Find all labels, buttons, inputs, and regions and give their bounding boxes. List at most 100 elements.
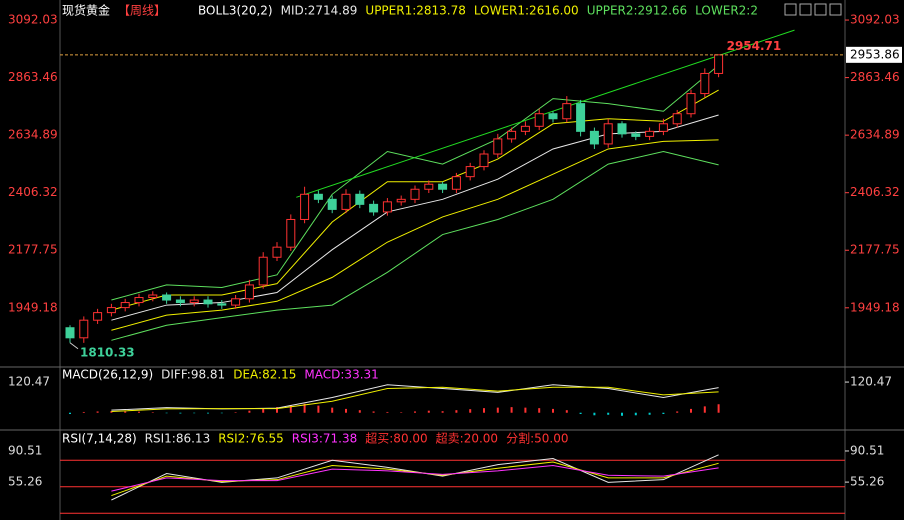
macd-bar	[579, 412, 582, 414]
legend-text: 现货黄金	[62, 3, 110, 18]
macd-bar	[276, 407, 278, 413]
candle-body	[493, 138, 503, 155]
button[interactable]	[784, 3, 797, 16]
candle-body	[369, 203, 379, 213]
y-tick-label: 55.26	[8, 475, 42, 489]
macd-bar	[110, 411, 113, 413]
indicator-line	[111, 114, 719, 321]
candle-body	[148, 294, 158, 299]
y-tick-label: 2863.46	[850, 70, 900, 84]
macd-bar	[96, 411, 99, 413]
legend-text: RSI2:76.55	[218, 432, 284, 446]
candle-body	[244, 284, 254, 300]
y-tick-label: 3092.03	[850, 13, 900, 27]
macd-bar	[289, 405, 292, 413]
legend-text: RSI(7,14,28)	[62, 432, 137, 446]
macd-bar	[151, 412, 154, 413]
indicator-line	[111, 465, 719, 492]
macd-bar	[165, 412, 168, 414]
legend-text: 超买:80.00	[365, 431, 427, 446]
macd-bar	[538, 408, 541, 413]
macd-bar	[234, 412, 237, 413]
y-tick-label: 1949.18	[8, 300, 58, 314]
button[interactable]	[829, 3, 842, 16]
macd-bar	[69, 412, 71, 414]
price-label: 2953.86	[850, 47, 900, 61]
candle-body	[451, 176, 461, 190]
macd-bar	[207, 412, 209, 414]
y-tick-label: 2863.46	[8, 70, 58, 84]
candle-body	[465, 166, 475, 178]
macd-bar	[483, 408, 485, 413]
legend-text: MID:2714.89	[281, 4, 358, 18]
indicator-line	[111, 89, 719, 311]
candle-body	[438, 183, 448, 190]
legend-text: LOWER1:2616.00	[474, 4, 579, 18]
macd-bar	[248, 410, 251, 413]
macd-bar	[303, 403, 306, 413]
candle-body	[603, 123, 613, 145]
legend-text: DIFF:98.81	[161, 368, 225, 382]
candle-body	[189, 299, 199, 304]
macd-bar	[372, 411, 375, 413]
button[interactable]	[799, 3, 812, 16]
candle-body	[424, 183, 434, 190]
candle-body	[576, 103, 586, 132]
price-box	[846, 46, 902, 63]
legend-text: 【周线】	[118, 4, 166, 18]
macd-bar	[552, 408, 554, 413]
macd-bar	[565, 410, 568, 413]
candle-body	[286, 218, 296, 248]
candle-body	[686, 93, 696, 115]
candle-body	[645, 130, 655, 137]
macd-bar	[455, 410, 458, 413]
candle-body	[396, 198, 406, 203]
window-buttons[interactable]	[784, 3, 842, 16]
macd-bar	[621, 412, 623, 416]
macd-bar	[317, 405, 320, 413]
macd-bar	[593, 412, 596, 416]
candle-body	[106, 307, 116, 314]
candle-body	[341, 193, 351, 210]
macd-bar	[427, 410, 430, 413]
candle-body	[714, 54, 724, 74]
indicator-line	[111, 150, 719, 341]
candle-body	[355, 193, 365, 205]
candle-body	[617, 123, 627, 135]
legend-text: DEA:82.15	[233, 368, 296, 382]
macd-bar	[358, 410, 361, 413]
y-tick-label: 2177.75	[8, 243, 58, 257]
candle-body	[231, 298, 241, 306]
candle-body	[589, 130, 599, 145]
button[interactable]	[814, 3, 827, 16]
indicator-line	[111, 64, 719, 301]
macd-bar	[386, 411, 389, 413]
trendline	[296, 29, 795, 198]
macd-bar	[193, 412, 196, 414]
macd-bar	[662, 412, 665, 414]
y-tick-label: 55.26	[850, 475, 884, 489]
candle-body	[658, 123, 668, 132]
candle-body	[65, 327, 75, 339]
candle-body	[93, 312, 103, 321]
y-tick-label: 3092.03	[8, 13, 58, 27]
macd-bar	[345, 408, 347, 413]
indicator-line	[111, 386, 719, 412]
candle-body	[534, 113, 544, 127]
y-tick-label: 2634.89	[8, 128, 58, 142]
macd-bar	[634, 412, 637, 416]
macd-bar	[220, 412, 223, 414]
y-tick-label: 120.47	[8, 375, 50, 389]
macd-bar	[138, 411, 140, 413]
y-tick-label: 2177.75	[850, 243, 900, 257]
y-tick-label: 120.47	[850, 375, 892, 389]
macd-bar	[441, 411, 444, 413]
macd-bar	[400, 412, 403, 413]
legend-text: UPPER2:2912.66	[587, 4, 687, 18]
candle-body	[631, 133, 641, 137]
y-tick-label: 2406.32	[8, 185, 58, 199]
candle-body	[300, 193, 310, 220]
candle-body	[175, 299, 185, 304]
macd-bar	[179, 412, 182, 414]
